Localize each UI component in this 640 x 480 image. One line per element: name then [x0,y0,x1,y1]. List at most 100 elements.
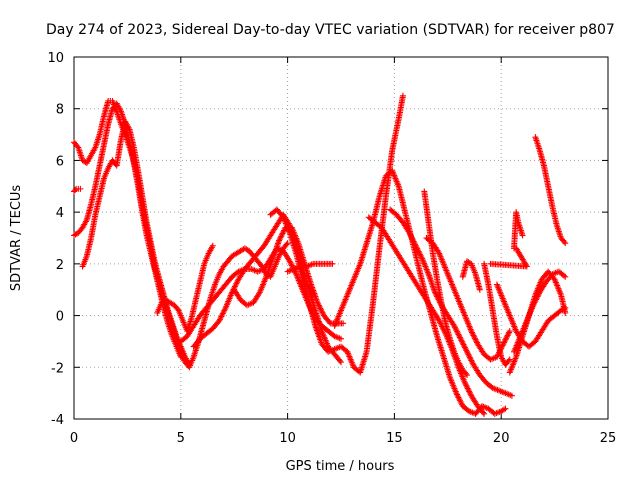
data-point [465,351,472,358]
data-point [530,300,537,307]
data-point [288,261,295,268]
series-arc-14 [387,206,515,399]
data-point [314,299,321,306]
series-arc-9 [231,224,347,327]
data-point [459,338,466,345]
data-point [469,358,476,365]
data-point [411,239,418,246]
data-point [407,232,414,239]
data-point [451,322,458,329]
data-point [233,280,240,287]
data-point [221,307,228,314]
data-point [174,306,181,313]
y-tick-label: 2 [56,258,64,273]
data-point [454,391,461,398]
data-point [72,187,79,194]
y-tick-label: -2 [51,361,64,376]
data-point [462,370,469,377]
data-point [414,247,421,254]
data-point [281,227,288,234]
series-arc-17 [459,258,483,293]
data-point [284,240,291,247]
data-point [338,359,344,366]
data-point [412,241,419,248]
chart-title: Day 274 of 2023, Sidereal Day-to-day VTE… [46,22,615,38]
data-point [457,335,464,342]
data-point [209,242,216,249]
series-arc-8 [190,211,344,366]
data-point [481,410,488,417]
series-arc-16 [423,235,513,363]
data-point [503,333,510,340]
data-point [456,397,463,404]
series-arc-15 [421,188,471,379]
series-arc-24 [487,245,530,270]
x-tick-label: 15 [386,431,403,446]
series-arc-5 [154,242,216,335]
y-tick-label: 10 [47,51,64,66]
data-point [458,400,465,407]
data-point [534,293,541,300]
data-point [417,252,424,259]
series-arc-3 [71,185,84,195]
series-arc-11 [284,260,336,275]
data-point [234,279,241,286]
data-point [280,228,287,235]
data-point [471,335,478,342]
y-tick-label: 6 [56,154,64,169]
data-point [461,379,468,386]
x-tick-label: 0 [70,431,78,446]
data-point [221,306,228,313]
data-point [406,229,413,236]
data-point [464,385,471,392]
series-arc-23 [511,209,526,252]
data-point [466,388,473,395]
data-point [502,336,509,343]
data-point [410,238,417,245]
data-point [219,311,226,318]
data-point [278,233,285,240]
data-point [466,389,473,396]
y-tick-label: 8 [56,103,64,118]
data-point [561,238,568,245]
data-point [562,309,569,316]
data-point [451,324,458,331]
data-point [519,232,526,239]
data-point [462,381,469,388]
data-point [276,236,283,243]
data-point [467,355,474,362]
data-point [458,337,465,344]
x-tick-labels: 0 5 10 15 20 25 [70,431,616,446]
data-point [457,398,464,405]
data-point [456,395,463,402]
data-point [508,392,515,399]
data-point [407,231,414,238]
data-point [487,260,494,267]
data-point [468,328,475,335]
data-point [455,331,462,338]
data-point [456,334,463,341]
data-point [283,241,290,248]
data-point [506,328,513,335]
data-point [473,338,480,345]
data-point [562,273,569,280]
data-point [453,327,460,334]
data-point [459,340,466,347]
data-point [480,409,487,416]
data-point [471,333,478,340]
data-point [476,286,483,293]
data-point [505,330,512,337]
data-point [454,328,461,335]
data-point [560,272,567,279]
series-arc-22 [532,134,569,247]
data-point [452,325,459,332]
data-point [219,310,226,317]
y-tick-label: 0 [56,310,64,325]
data-point [414,245,421,252]
data-point [502,405,509,412]
data-point [278,231,285,238]
data-point [416,249,423,256]
data-point [461,344,468,351]
data-point [218,313,225,320]
